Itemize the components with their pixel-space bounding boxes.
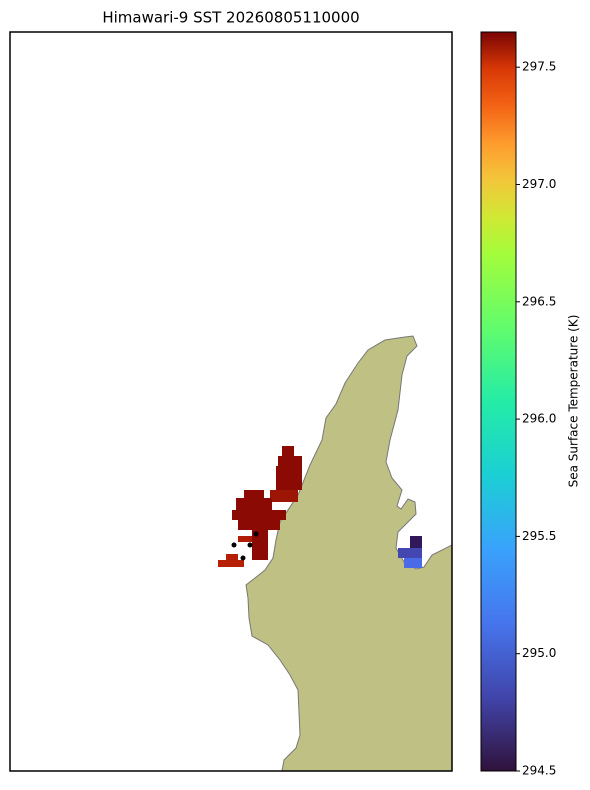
map (218, 335, 452, 771)
colorbar-tick-label: 297.0 (522, 177, 556, 191)
colorbar-tick-label: 294.5 (522, 764, 556, 778)
colorbar-tick-label: 296.0 (522, 412, 556, 426)
sst-cool-pixels (398, 536, 422, 568)
map-frame (9, 31, 453, 772)
sst-warm-pixels (218, 446, 302, 567)
colorbar-tick-label: 297.5 (522, 60, 556, 74)
station-dots (231, 531, 259, 561)
land (245, 335, 452, 771)
colorbar-tick-label: 296.5 (522, 294, 556, 308)
colorbar-tick-label: 295.5 (522, 529, 556, 543)
colorbar-label: Sea Surface Temperature (K) (567, 315, 581, 488)
map-title: Himawari-9 SST 20260805110000 (102, 9, 359, 27)
colorbar (480, 31, 517, 772)
colorbar-tick-label: 295.0 (522, 646, 556, 660)
